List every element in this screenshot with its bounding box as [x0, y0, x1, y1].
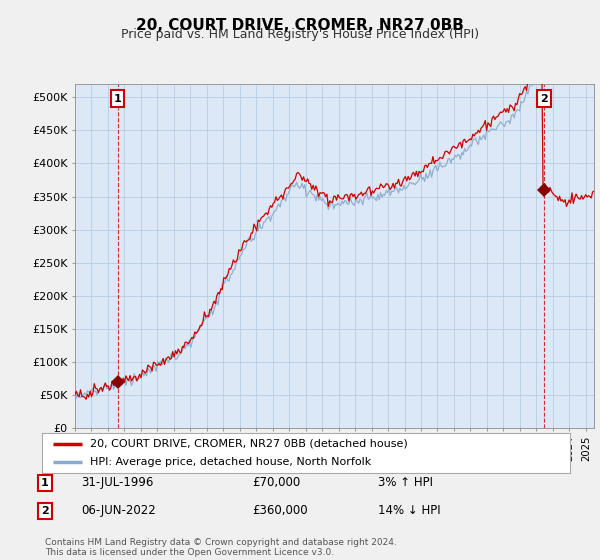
Text: 06-JUN-2022: 06-JUN-2022 — [81, 504, 156, 517]
Text: Contains HM Land Registry data © Crown copyright and database right 2024.
This d: Contains HM Land Registry data © Crown c… — [45, 538, 397, 557]
Text: 1: 1 — [113, 94, 121, 104]
Text: 2: 2 — [41, 506, 49, 516]
Text: 20, COURT DRIVE, CROMER, NR27 0BB: 20, COURT DRIVE, CROMER, NR27 0BB — [136, 18, 464, 33]
Text: Price paid vs. HM Land Registry's House Price Index (HPI): Price paid vs. HM Land Registry's House … — [121, 28, 479, 41]
Text: HPI: Average price, detached house, North Norfolk: HPI: Average price, detached house, Nort… — [89, 458, 371, 467]
Text: 3% ↑ HPI: 3% ↑ HPI — [378, 476, 433, 489]
Text: £70,000: £70,000 — [252, 476, 300, 489]
Text: £360,000: £360,000 — [252, 504, 308, 517]
Text: 31-JUL-1996: 31-JUL-1996 — [81, 476, 154, 489]
Text: 2: 2 — [540, 94, 547, 104]
Text: 1: 1 — [41, 478, 49, 488]
Text: 20, COURT DRIVE, CROMER, NR27 0BB (detached house): 20, COURT DRIVE, CROMER, NR27 0BB (detac… — [89, 439, 407, 449]
Text: 14% ↓ HPI: 14% ↓ HPI — [378, 504, 440, 517]
